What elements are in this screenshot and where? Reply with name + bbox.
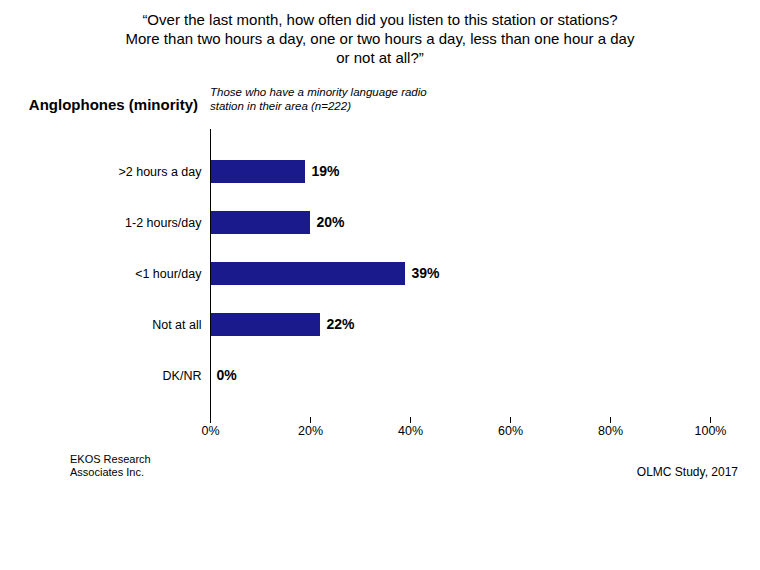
html-text:Anglophones (minority): Anglophones (minority) [28, 96, 198, 113]
svg-text:Not at all: Not at all [152, 318, 201, 332]
svg-text:39%: 39% [412, 265, 441, 281]
svg-text:80%: 80% [598, 424, 623, 438]
svg-text:19%: 19% [312, 163, 341, 179]
html-text:More than two hours a day, one: More than two hours a day, one or two ho… [125, 30, 635, 47]
svg-text:>2 hours a day: >2 hours a day [118, 165, 202, 179]
html-text:Those who have a minority lang: Those who have a minority language radio… [210, 86, 427, 112]
html-text:EKOS Research Associates Inc.: EKOS Research Associates Inc. [70, 453, 151, 478]
svg-text:1-2 hours/day: 1-2 hours/day [125, 216, 202, 230]
svg-text:22%: 22% [327, 316, 356, 332]
svg-text:40%: 40% [398, 424, 423, 438]
svg-text:0%: 0% [217, 367, 238, 383]
svg-text:100%: 100% [695, 424, 727, 438]
svg-text:20%: 20% [317, 214, 346, 230]
svg-text:<1 hour/day: <1 hour/day [135, 267, 202, 281]
html-text:“Over the last month, how ofte: “Over the last month, how often did you … [142, 11, 618, 28]
html-text:or not at all?”: or not at all?” [336, 49, 424, 66]
svg-text:0%: 0% [201, 424, 219, 438]
svg-text:60%: 60% [498, 424, 523, 438]
svg-text:20%: 20% [298, 424, 323, 438]
svg-text:DK/NR: DK/NR [163, 369, 202, 383]
html-text:OLMC Study, 2017: OLMC Study, 2017 [636, 465, 738, 479]
